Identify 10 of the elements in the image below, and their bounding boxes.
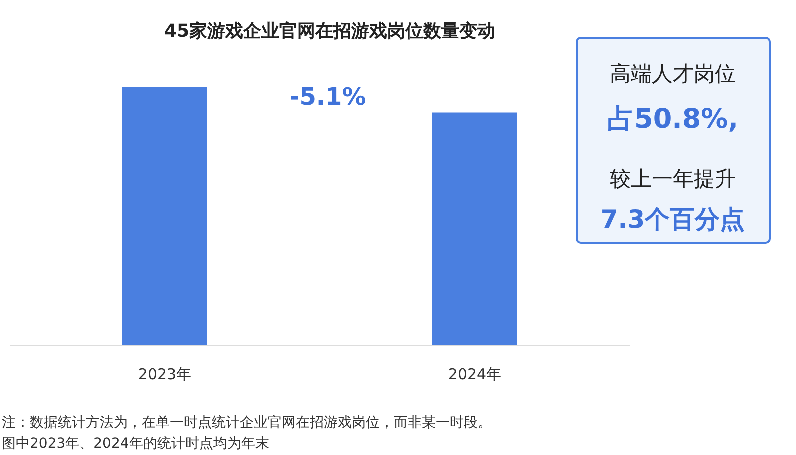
annotation: 较上一年提升 — [610, 167, 736, 191]
x-tick-label: 2023年 — [138, 366, 192, 384]
annotation: -5.1% — [290, 83, 366, 111]
chart-title: 45家游戏企业官网在招游戏岗位数量变动 — [164, 21, 496, 42]
x-tick-label: 2024年 — [448, 366, 502, 384]
annotation: 占50.8%, — [608, 104, 738, 135]
annotation: 7.3个百分点 — [600, 205, 746, 234]
text: 图中2023年、2024年的统计时点均为年末 — [2, 436, 270, 452]
text: 注：数据统计方法为，在单一时点统计企业官网在招游戏岗位，而非某一时段。 — [2, 415, 492, 431]
text: 高端人才岗位 — [610, 62, 736, 86]
